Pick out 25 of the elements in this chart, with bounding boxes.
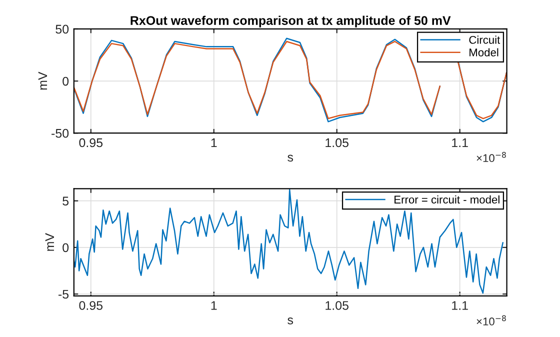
chart-title: RxOut waveform comparison at tx amplitude of 50 mV bbox=[130, 16, 451, 28]
y-tick-label: 5 bbox=[62, 196, 69, 206]
y-tick-label: 0 bbox=[62, 76, 69, 86]
line-series bbox=[74, 189, 504, 294]
y-axis-title: mV bbox=[45, 232, 54, 251]
y-tick-label: 0 bbox=[62, 243, 69, 252]
x-tick-label: 1.1 bbox=[452, 138, 468, 148]
legend-label: Error = circuit - model bbox=[394, 195, 500, 204]
x-tick-label: 1.1 bbox=[452, 301, 468, 310]
text: ×10$^{−8}$ bbox=[476, 315, 506, 326]
x-tick-label: 1 bbox=[211, 138, 217, 148]
x-tick-label: 0.95 bbox=[79, 138, 103, 148]
x-axis-title: s bbox=[288, 154, 294, 162]
y-tick-label: 50 bbox=[56, 24, 69, 34]
text: ×10$^{−8}$ bbox=[476, 152, 506, 162]
x-axis-title: s bbox=[288, 318, 294, 324]
y-tick-label: -50 bbox=[52, 128, 69, 138]
legend-label: Model bbox=[470, 48, 498, 56]
x-tick-label: 1.05 bbox=[326, 138, 348, 148]
x-tick-label: 0.95 bbox=[79, 301, 103, 310]
x-tick-label: 1.05 bbox=[326, 301, 348, 310]
y-tick-label: -5 bbox=[58, 290, 69, 299]
x-tick-label: 1 bbox=[211, 301, 217, 310]
legend-label: Circuit bbox=[469, 36, 500, 44]
y-axis-title: mV bbox=[38, 72, 48, 90]
